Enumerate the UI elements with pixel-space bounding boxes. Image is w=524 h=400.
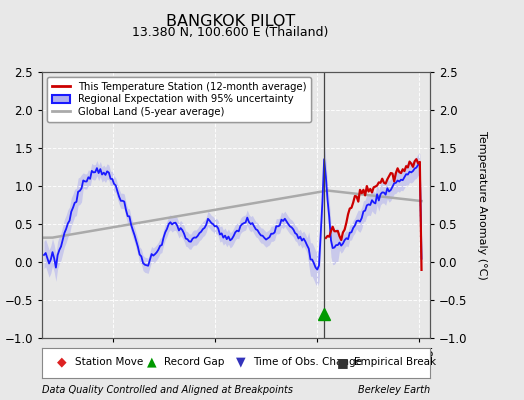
Legend: This Temperature Station (12-month average), Regional Expectation with 95% uncer: This Temperature Station (12-month avera…	[47, 77, 311, 122]
Text: ◆: ◆	[58, 356, 67, 369]
Text: BANGKOK PILOT: BANGKOK PILOT	[166, 14, 295, 29]
Text: ▲: ▲	[147, 356, 156, 369]
Text: Time of Obs. Change: Time of Obs. Change	[253, 358, 362, 367]
Text: ■: ■	[336, 356, 348, 369]
Text: Data Quality Controlled and Aligned at Breakpoints: Data Quality Controlled and Aligned at B…	[42, 385, 293, 395]
Y-axis label: Temperature Anomaly (°C): Temperature Anomaly (°C)	[477, 131, 487, 279]
Text: Station Move: Station Move	[75, 358, 143, 367]
Text: Empirical Break: Empirical Break	[354, 358, 436, 367]
Text: Berkeley Earth: Berkeley Earth	[357, 385, 430, 395]
Text: 13.380 N, 100.600 E (Thailand): 13.380 N, 100.600 E (Thailand)	[133, 26, 329, 39]
Text: Record Gap: Record Gap	[164, 358, 224, 367]
Text: ▼: ▼	[236, 356, 245, 369]
